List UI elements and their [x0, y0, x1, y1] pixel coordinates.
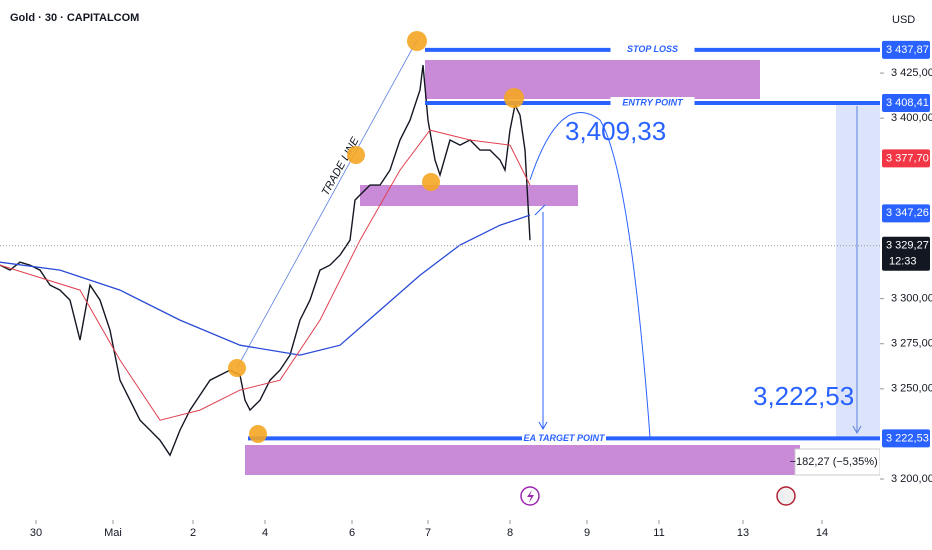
level-tag-bg: [522, 432, 606, 445]
level-axis-label: 3 437,87: [886, 44, 929, 56]
level-axis-label: 3 222,53: [886, 432, 929, 444]
arrow-head: [538, 421, 548, 431]
x-tick-label: Mai: [104, 527, 122, 539]
level-tag: ENTRY POINT: [622, 97, 684, 107]
y-tick-label: 3 275,00: [891, 338, 932, 350]
event-icon-glyph: [527, 490, 534, 503]
level-axis-label-bg: [882, 94, 930, 113]
level-tag-bg: [610, 97, 695, 110]
x-tick-label: 13: [737, 527, 749, 539]
price-marker-label: 3 329,27: [886, 240, 929, 252]
entry-target: 3,409,33: [565, 116, 666, 146]
series-layer: STOP LOSS ENTRY POINT EA TARGET POINT: [0, 43, 880, 457]
price-line: [0, 214, 531, 356]
pivot: [504, 88, 524, 108]
level-tag: STOP LOSS: [627, 44, 678, 54]
trade-line: [236, 39, 418, 369]
event-icon[interactable]: [776, 486, 796, 506]
zone: [360, 185, 578, 206]
zone: [425, 60, 760, 99]
y-tick-label: 3 425,00: [891, 67, 932, 79]
x-tick-label: 11: [653, 527, 664, 539]
currency: USD: [892, 14, 915, 26]
y-tick-label: 3 300,00: [891, 293, 932, 305]
pivot: [407, 31, 427, 51]
x-tick-label: 14: [816, 527, 828, 539]
level-axis-label-bg: [882, 40, 930, 59]
projection-arc: [529, 112, 651, 438]
price-marker: [882, 236, 930, 271]
arrow-head: [852, 425, 862, 435]
price-marker: [882, 149, 930, 168]
x-tick-label: 7: [425, 527, 431, 539]
price-marker: [882, 204, 930, 223]
price-line: [0, 65, 531, 457]
price-line: [0, 129, 531, 421]
x-tick-label: 6: [349, 527, 355, 539]
x-tick-label: 2: [190, 527, 196, 539]
arrow-tail: [534, 204, 546, 216]
exit-target: 3,222,53: [753, 381, 854, 411]
countdown: 12:33: [889, 256, 917, 268]
chart-title: Gold · 30 · CAPITALCOM: [10, 12, 139, 24]
trade-line-label: TRADE LINE: [320, 135, 362, 198]
y-tick-label: 3 200,00: [891, 473, 932, 485]
level-axis-label-bg: [882, 429, 930, 448]
pivot: [347, 146, 365, 164]
price-marker-label: 3 347,26: [886, 207, 929, 219]
price-marker-label: 3 377,70: [886, 152, 929, 164]
zone: [245, 445, 800, 475]
pivot: [422, 173, 440, 191]
level-tag-bg: [610, 43, 695, 56]
level-tag: EA TARGET POINT: [524, 433, 607, 443]
x-tick-label: 4: [262, 527, 268, 539]
pivot: [228, 359, 246, 377]
level-axis-label: 3 408,41: [886, 97, 929, 109]
y-tick-label: 3 250,00: [891, 383, 932, 395]
x-tick-label: 30: [30, 527, 42, 539]
pivots: [228, 31, 524, 443]
x-tick-label: 9: [584, 527, 590, 539]
y-tick-label: 3 400,00: [891, 112, 932, 124]
x-tick-label: 8: [507, 527, 513, 539]
change-label: −182,27 (−5,35%) -: [790, 456, 885, 468]
pivot: [249, 425, 267, 443]
measure-box: [836, 103, 880, 437]
